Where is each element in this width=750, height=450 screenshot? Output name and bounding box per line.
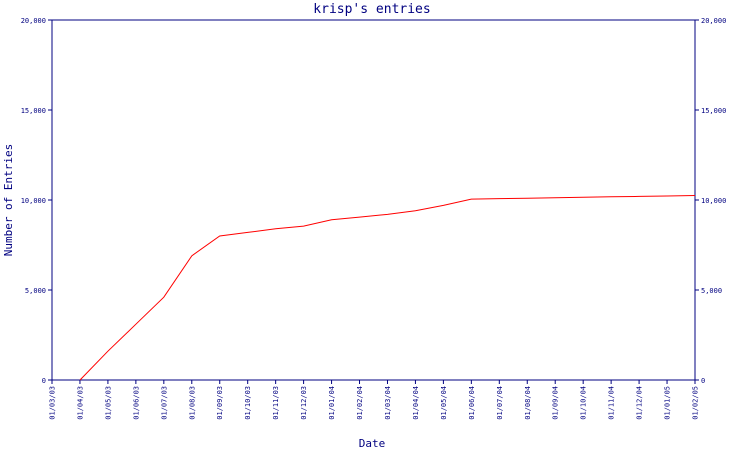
y-tick-label-left: 0 bbox=[42, 377, 46, 385]
y-tick-label-left: 5,000 bbox=[25, 287, 46, 295]
left-y-axis: 0 5,000 10,000 15,000 20,000 bbox=[21, 17, 52, 385]
x-axis: 01/03/03 01/04/03 01/05/03 01/06/03 01/07/03… bbox=[49, 380, 700, 420]
x-axis-title: Date bbox=[359, 437, 386, 450]
series-line bbox=[79, 195, 696, 381]
plot-frame bbox=[51, 19, 696, 381]
y-tick-label-right: 20,000 bbox=[701, 17, 726, 25]
y-tick-label-right: 0 bbox=[701, 377, 705, 385]
series-layer bbox=[79, 195, 696, 381]
x-tick-label: 01/10/04 bbox=[580, 386, 588, 420]
x-tick-label: 01/02/05 bbox=[692, 386, 700, 420]
x-tick-label: 01/01/04 bbox=[328, 386, 336, 420]
chart-title: krisp's entries bbox=[313, 2, 430, 17]
x-tick-label: 01/10/03 bbox=[244, 386, 252, 420]
x-tick-label: 01/08/04 bbox=[524, 386, 532, 420]
right-y-axis: 0 5,000 10,000 15,000 20,000 bbox=[695, 17, 726, 385]
y-tick-label-right: 15,000 bbox=[701, 107, 726, 115]
x-tick-label: 01/09/04 bbox=[552, 386, 560, 420]
x-tick-label: 01/07/04 bbox=[496, 386, 504, 420]
y-tick-label-left: 10,000 bbox=[21, 197, 46, 205]
x-tick-label: 01/03/03 bbox=[49, 386, 57, 420]
x-tick-label: 01/03/04 bbox=[384, 386, 392, 420]
x-tick-label: 01/09/03 bbox=[216, 386, 224, 420]
y-tick-label-right: 5,000 bbox=[701, 287, 722, 295]
x-tick-label: 01/05/04 bbox=[440, 386, 448, 420]
x-tick-label: 01/07/03 bbox=[160, 386, 168, 420]
x-tick-label: 01/12/03 bbox=[300, 386, 308, 420]
x-tick-label: 01/06/04 bbox=[468, 386, 476, 420]
x-tick-label: 01/11/03 bbox=[272, 386, 280, 420]
x-tick-label: 01/06/03 bbox=[132, 386, 140, 420]
x-tick-label: 01/04/04 bbox=[412, 386, 420, 420]
y-tick-label-left: 15,000 bbox=[21, 107, 46, 115]
x-tick-label: 01/04/03 bbox=[76, 386, 84, 420]
x-tick-label: 01/11/04 bbox=[608, 386, 616, 420]
y-tick-label-right: 10,000 bbox=[701, 197, 726, 205]
y-axis-title: Number of Entries bbox=[2, 144, 15, 257]
y-tick-label-left: 20,000 bbox=[21, 17, 46, 25]
x-tick-label: 01/02/04 bbox=[356, 386, 364, 420]
x-tick-label: 01/08/03 bbox=[188, 386, 196, 420]
x-tick-label: 01/01/05 bbox=[664, 386, 672, 420]
x-tick-label: 01/05/03 bbox=[104, 386, 112, 420]
x-tick-label: 01/12/04 bbox=[636, 386, 644, 420]
